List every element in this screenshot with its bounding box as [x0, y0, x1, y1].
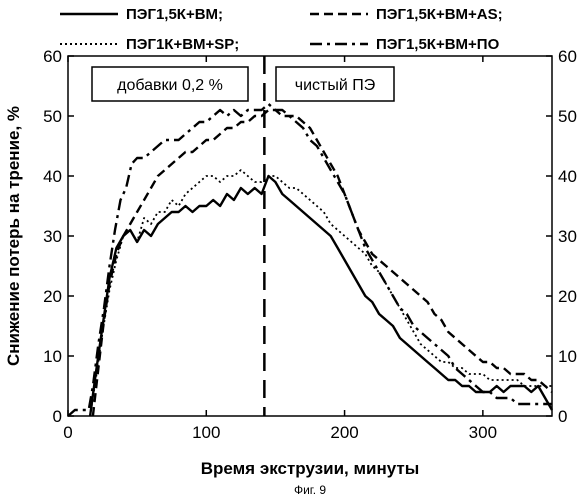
x-tick-label: 300 [469, 423, 497, 442]
x-tick-label: 100 [192, 423, 220, 442]
legend-label: ПЭГ1,5К+ВМ+AS; [376, 6, 503, 23]
pure-pe-label: чистый ПЭ [295, 77, 375, 94]
series-line-dashdot [68, 104, 552, 416]
y-axis-label: Снижение потерь на трение, % [4, 106, 23, 366]
y-tick-label-right: 40 [558, 167, 577, 186]
y-tick-label-right: 0 [558, 407, 567, 426]
figure-caption: Фиг. 9 [294, 483, 326, 497]
axis-ticks: 010020030000101020203030404050506060 [43, 47, 577, 442]
y-tick-label-right: 60 [558, 47, 577, 66]
y-tick-label: 20 [43, 287, 62, 306]
legend-label: ПЭГ1,5К+ВМ+ПО [376, 36, 500, 53]
y-tick-label: 60 [43, 47, 62, 66]
y-tick-label: 0 [53, 407, 62, 426]
y-tick-label: 50 [43, 107, 62, 126]
y-tick-label-right: 20 [558, 287, 577, 306]
series-line-dotted [90, 170, 552, 416]
y-tick-label-right: 10 [558, 347, 577, 366]
x-tick-label: 0 [63, 423, 72, 442]
x-tick-label: 200 [330, 423, 358, 442]
legend-label: ПЭГ1К+ВМ+SP; [126, 36, 239, 53]
y-tick-label-right: 50 [558, 107, 577, 126]
y-tick-label: 30 [43, 227, 62, 246]
additives-label: добавки 0,2 % [117, 77, 223, 94]
annotations: добавки 0,2 % чистый ПЭ [92, 56, 394, 416]
series-group [68, 104, 552, 416]
legend-label: ПЭГ1,5К+ВМ; [126, 6, 223, 23]
y-tick-label: 40 [43, 167, 62, 186]
legend: ПЭГ1,5К+ВМ; ПЭГ1,5К+ВМ+AS; ПЭГ1К+ВМ+SP; ПЭГ… [60, 6, 503, 53]
x-axis-label: Время экструзии, минуты [201, 459, 420, 478]
y-tick-label-right: 30 [558, 227, 577, 246]
y-tick-label: 10 [43, 347, 62, 366]
